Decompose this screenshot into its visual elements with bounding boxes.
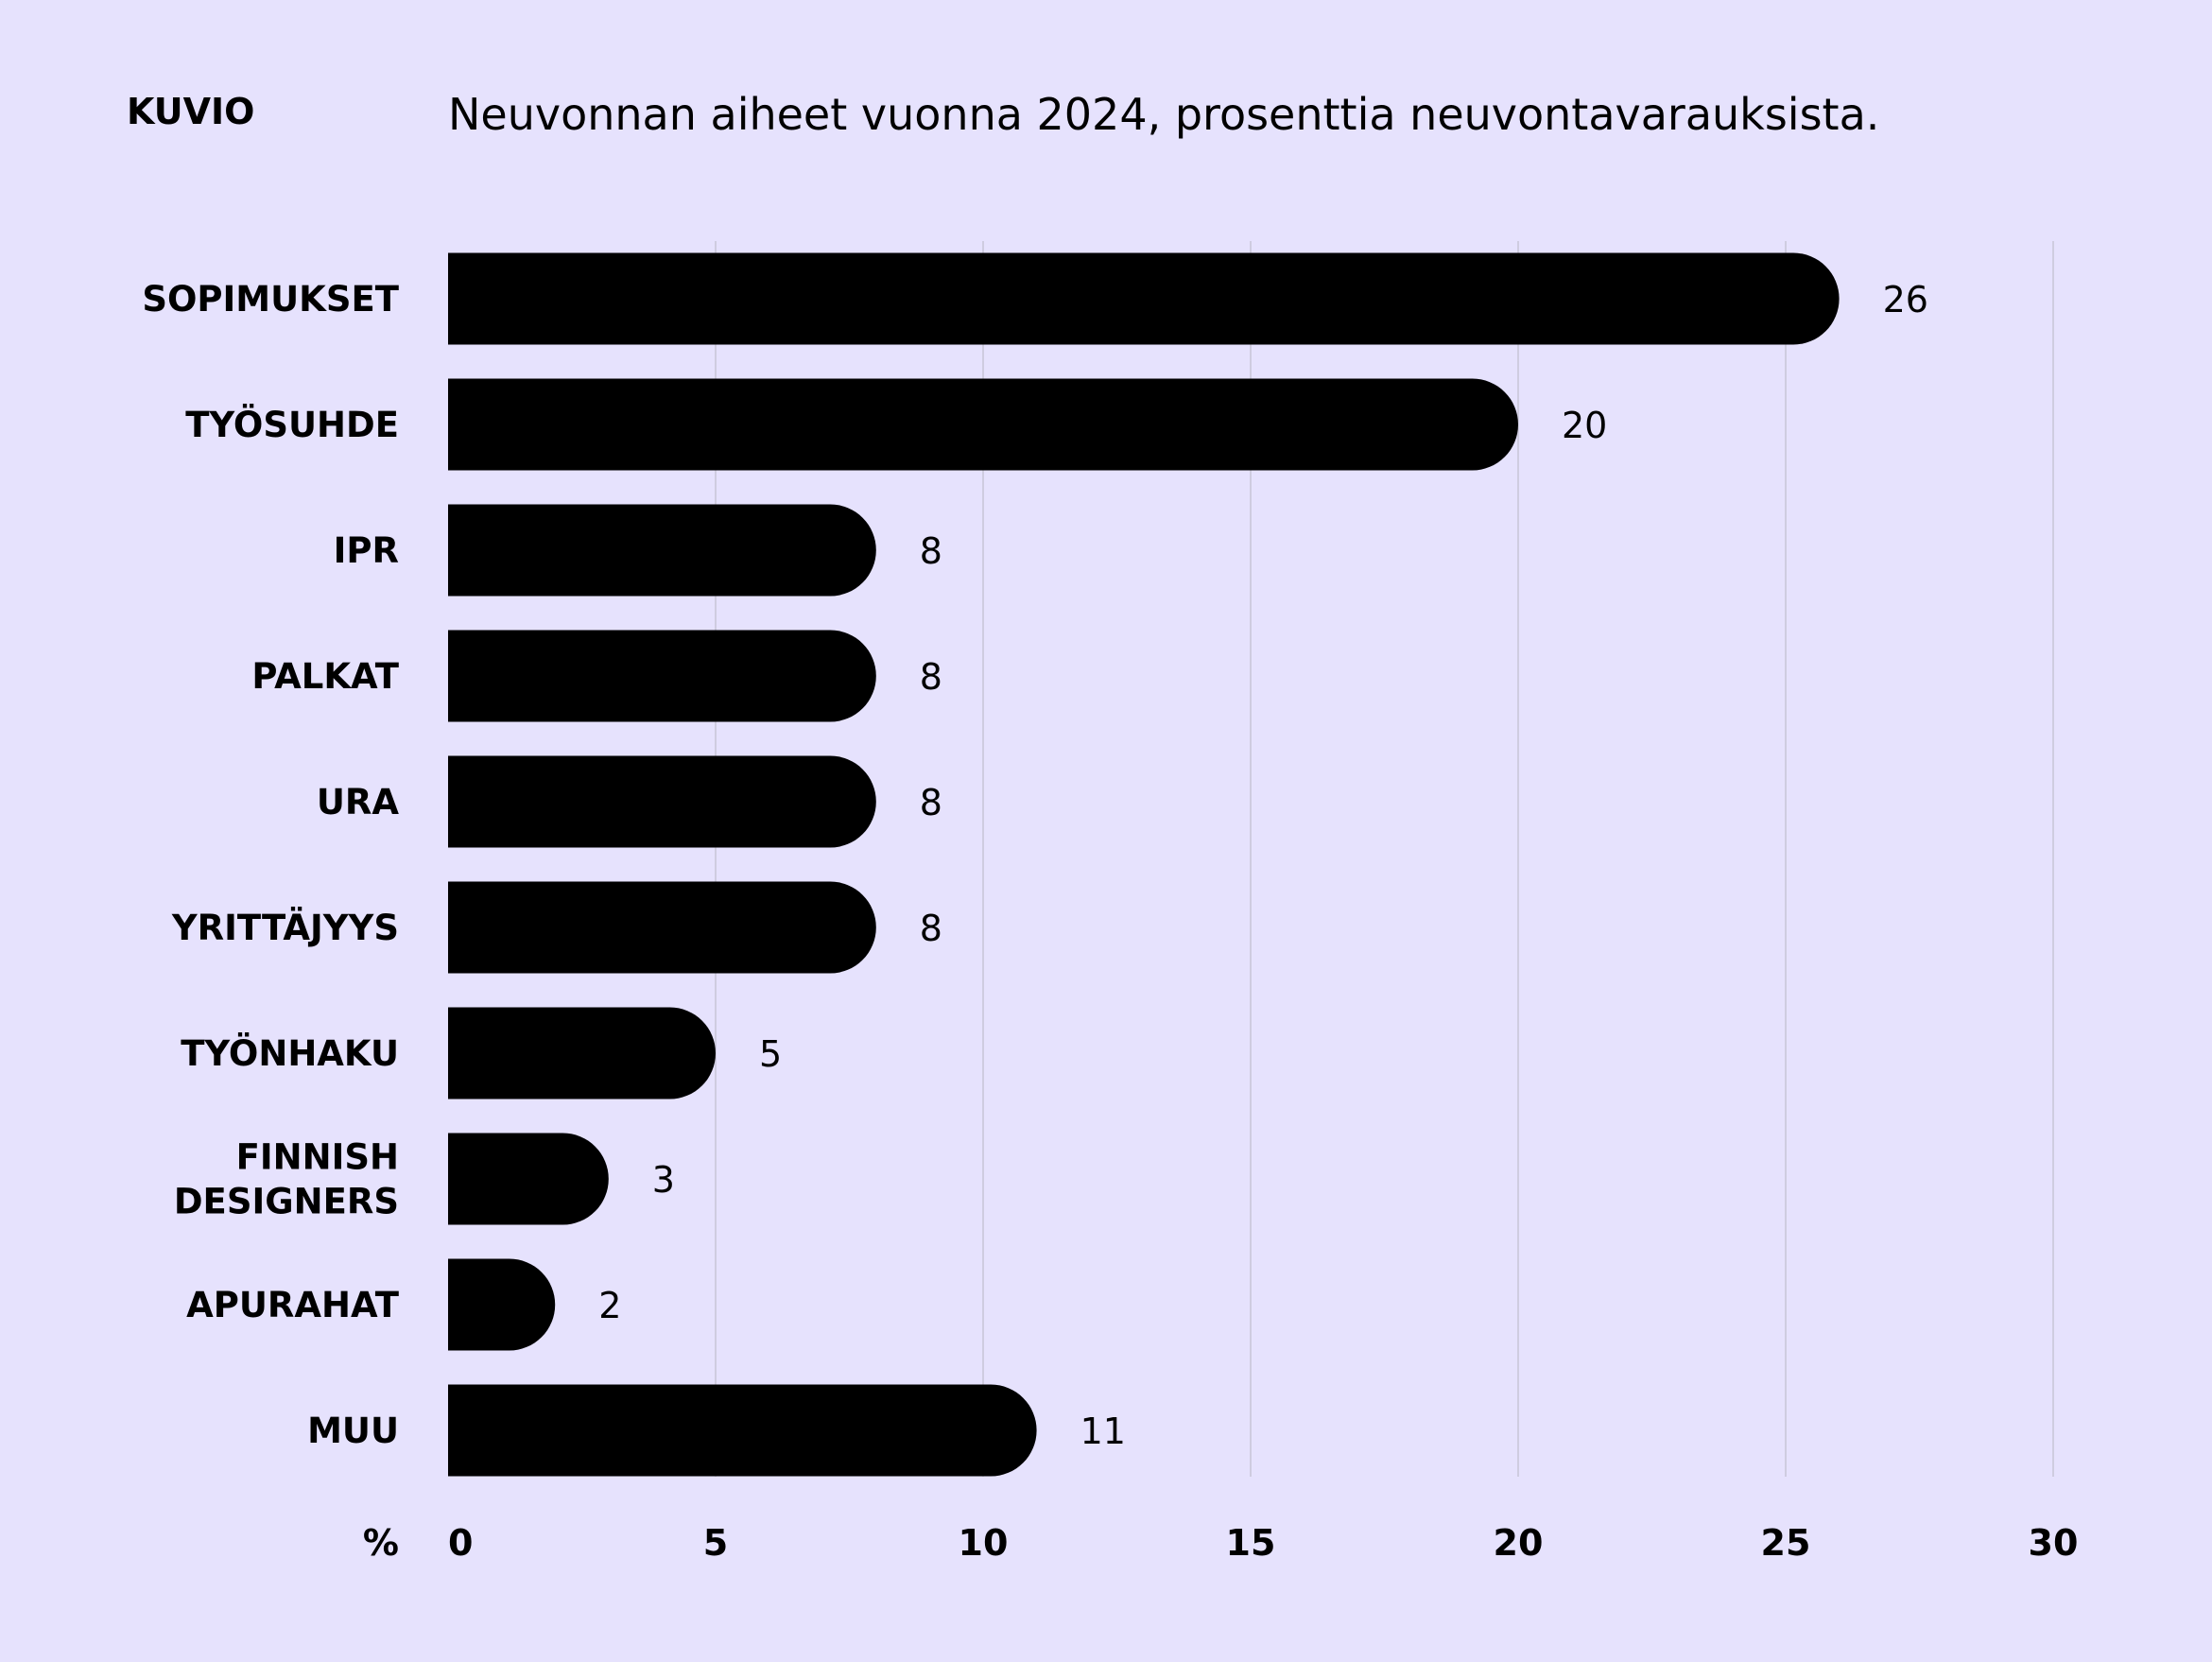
category-label-3: IPR (334, 530, 399, 571)
x-tick-label-0: 0 (448, 1522, 473, 1564)
bar-4 (448, 630, 876, 722)
category-label-6: YRITTÄJYYS (171, 907, 399, 948)
bar-5 (448, 755, 876, 848)
category-label-1: SOPIMUKSET (142, 279, 399, 320)
value-label-2: 20 (1562, 405, 1607, 446)
bar-1 (448, 252, 1840, 345)
value-label-1: 26 (1883, 279, 1928, 320)
x-tick-label-15: 15 (1226, 1522, 1276, 1564)
category-label-10: MUU (307, 1411, 399, 1451)
category-label-7: TYÖNHAKU (181, 1032, 399, 1074)
x-tick-label-10: 10 (959, 1522, 1009, 1564)
category-label-5: URA (317, 782, 400, 822)
bar-7 (448, 1007, 716, 1099)
bar-6 (448, 881, 876, 974)
value-label-8: 3 (652, 1159, 675, 1201)
value-label-9: 2 (598, 1285, 621, 1326)
category-label-8: FINNISH DESIGNERS (174, 1137, 399, 1222)
bar-2 (448, 378, 1518, 471)
bar-9 (448, 1258, 556, 1351)
bar-8 (448, 1133, 609, 1225)
value-label-5: 8 (920, 782, 942, 823)
x-tick-label-20: 20 (1494, 1522, 1544, 1564)
x-unit-label: % (363, 1522, 399, 1564)
x-tick-label-5: 5 (703, 1522, 728, 1564)
category-label-2: TYÖSUHDE (185, 404, 399, 445)
bar-10 (448, 1384, 1037, 1477)
bar-3 (448, 504, 876, 597)
value-label-3: 8 (920, 530, 942, 572)
value-label-4: 8 (920, 656, 942, 698)
value-label-10: 11 (1080, 1411, 1126, 1452)
figure-label: KUVIO (127, 91, 255, 132)
category-label-9: APURAHAT (186, 1285, 400, 1325)
x-tick-label-30: 30 (2029, 1522, 2079, 1564)
value-label-7: 5 (759, 1033, 782, 1075)
chart-title: Neuvonnan aiheet vuonna 2024, prosenttia… (448, 89, 1880, 140)
category-label-4: PALKAT (251, 656, 399, 697)
value-label-6: 8 (920, 908, 942, 949)
x-tick-label-25: 25 (1761, 1522, 1811, 1564)
